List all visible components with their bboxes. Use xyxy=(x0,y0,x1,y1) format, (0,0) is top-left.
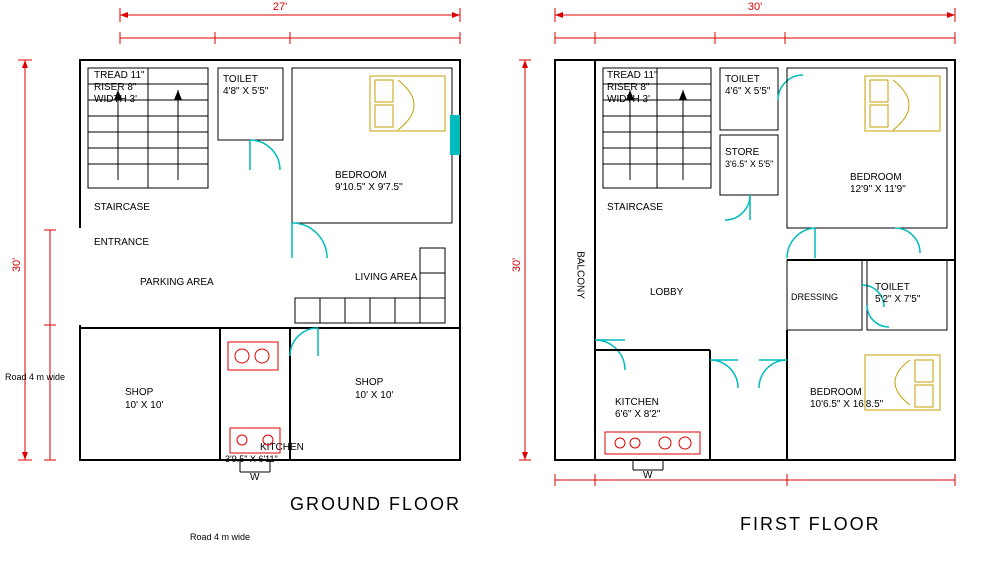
bedroom: BEDROOM 9'10.5" X 9'7.5" xyxy=(292,68,460,258)
dim-height-1f: 30' xyxy=(511,258,523,272)
dim-left-overall: 30' xyxy=(11,60,56,460)
stair-note-2: RISER 8" xyxy=(94,82,137,93)
ground-title: GROUND FLOOR xyxy=(290,494,461,514)
stair-note-1f-2: RISER 8" xyxy=(607,82,650,93)
staircase-label: STAIRCASE xyxy=(94,202,150,213)
entrance-label: ENTRANCE xyxy=(94,237,149,248)
toilet: TOILET 4'8" X 5'5" xyxy=(218,68,283,170)
stair-note-1f-1: TREAD 11" xyxy=(607,70,658,81)
shop1-dim: 10' X 10' xyxy=(125,400,163,411)
ground-floor: 27' 30' xyxy=(5,1,461,542)
toilet-label: TOILET xyxy=(223,74,258,85)
shop1-label: SHOP xyxy=(125,387,154,398)
dressing-label: DRESSING xyxy=(791,292,838,302)
lobby-label: LOBBY xyxy=(650,287,684,298)
toilet-1f: TOILET 4'6" X 5'5" xyxy=(720,68,803,130)
road-bottom: Road 4 m wide xyxy=(190,532,250,542)
shop2-dim: 10' X 10' xyxy=(355,390,393,401)
counter xyxy=(295,248,445,323)
bedroom1-label: BEDROOM xyxy=(850,172,902,183)
w-marker: W xyxy=(250,472,260,483)
kitchen-1f-label: KITCHEN xyxy=(615,397,659,408)
shop-left: SHOP 10' X 10' xyxy=(125,387,163,411)
toilet1-dim: 4'6" X 5'5" xyxy=(725,86,771,97)
toilet1-label: TOILET xyxy=(725,74,760,85)
first-title: FIRST FLOOR xyxy=(740,514,881,534)
bedroom2-dim: 10'6.5" X 16'8.5" xyxy=(810,399,884,410)
bedroom-1f-top: BEDROOM 12'9" X 11'9" xyxy=(787,68,947,258)
balcony-label: BALCONY xyxy=(575,251,586,299)
dim-top-overall-1f: 30' xyxy=(555,1,955,44)
staircase-1f-label: STAIRCASE xyxy=(607,202,663,213)
toilet2: TOILET 5'2" X 7'5" xyxy=(867,260,947,330)
dressing: DRESSING xyxy=(787,260,884,330)
stair-note-1: TREAD 11" xyxy=(94,70,145,81)
road-left: Road 4 m wide xyxy=(5,372,65,382)
staircase-1f: TREAD 11" RISER 8" WIDTH 3' STAIRCASE xyxy=(603,68,711,213)
store-dim: 3'6.5" X 5'5" xyxy=(725,159,773,169)
toilet-dim: 4'8" X 5'5" xyxy=(223,86,269,97)
w-marker-1f: W xyxy=(643,470,653,481)
dim-top-overall: 27' xyxy=(120,1,460,44)
first-floor: 30' 30' BALCONY xyxy=(511,1,955,534)
dim-width-label: 27' xyxy=(273,1,287,13)
toilet2-dim: 5'2" X 7'5" xyxy=(875,294,921,305)
bedroom2-label: BEDROOM xyxy=(810,387,862,398)
dim-width-1f: 30' xyxy=(748,1,762,13)
shop2-label: SHOP xyxy=(355,377,384,388)
floorplan-canvas: 27' 30' xyxy=(0,0,986,586)
parking-label: PARKING AREA xyxy=(140,277,214,288)
staircase: TREAD 11" RISER 8" WIDTH 3' STAIRCASE xyxy=(88,68,208,213)
kitchen-label: KITCHEN xyxy=(260,442,304,453)
bedroom1-dim: 12'9" X 11'9" xyxy=(850,184,906,195)
living-label: LIVING AREA xyxy=(355,272,418,283)
stair-note-1f-3: WIDTH 3' xyxy=(607,94,650,105)
dim-bottom-1f xyxy=(555,474,955,486)
kitchen-1f: KITCHEN 6'6" X 8'2" xyxy=(605,360,738,454)
bedroom-dim: 9'10.5" X 9'7.5" xyxy=(335,182,403,193)
kitchen-1f-dim: 6'6" X 8'2" xyxy=(615,409,661,420)
dim-height-label: 30' xyxy=(11,258,23,272)
stair-note-3: WIDTH 3' xyxy=(94,94,137,105)
dim-left-1f: 30' xyxy=(511,60,531,460)
store: STORE 3'6.5" X 5'5" xyxy=(720,135,778,220)
store-label: STORE xyxy=(725,147,760,158)
kitchen: KITCHEN 3'9.5" X 6'11" xyxy=(225,342,304,464)
toilet2-label: TOILET xyxy=(875,282,910,293)
shop-right: SHOP 10' X 10' xyxy=(290,328,393,401)
bedroom-label: BEDROOM xyxy=(335,170,387,181)
